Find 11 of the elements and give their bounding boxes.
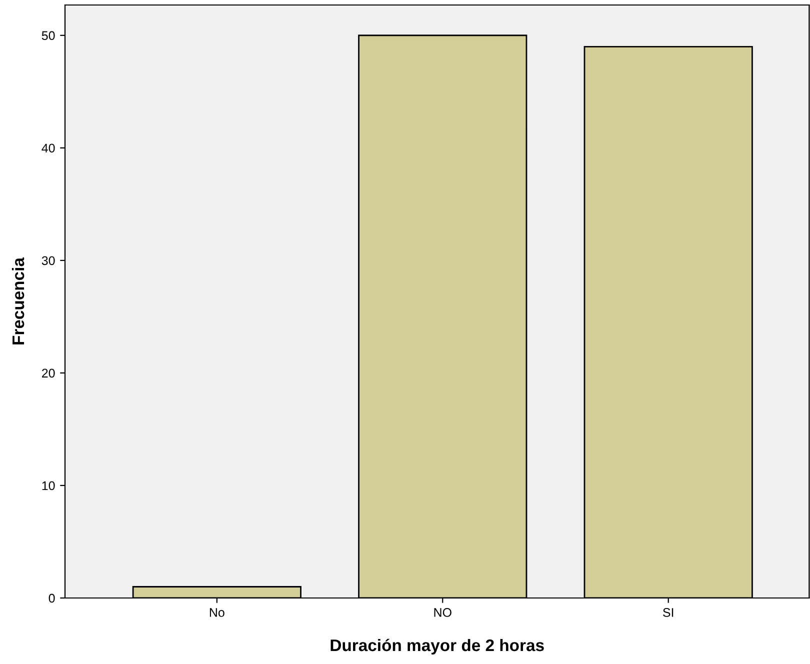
y-tick-label: 0 <box>48 594 55 603</box>
y-tick-label: 10 <box>42 481 55 490</box>
y-tick-label: 50 <box>42 31 55 40</box>
x-tick-label: SI <box>663 608 674 617</box>
x-tick-label: No <box>210 608 224 617</box>
y-axis-title: Frecuencia <box>12 257 24 344</box>
x-axis-title: Duración mayor de 2 horas <box>330 638 544 654</box>
y-tick-label: 40 <box>42 144 55 153</box>
y-tick-label: 30 <box>42 256 55 266</box>
y-tick-label: 20 <box>42 368 55 378</box>
x-tick-label: NO <box>434 608 452 617</box>
